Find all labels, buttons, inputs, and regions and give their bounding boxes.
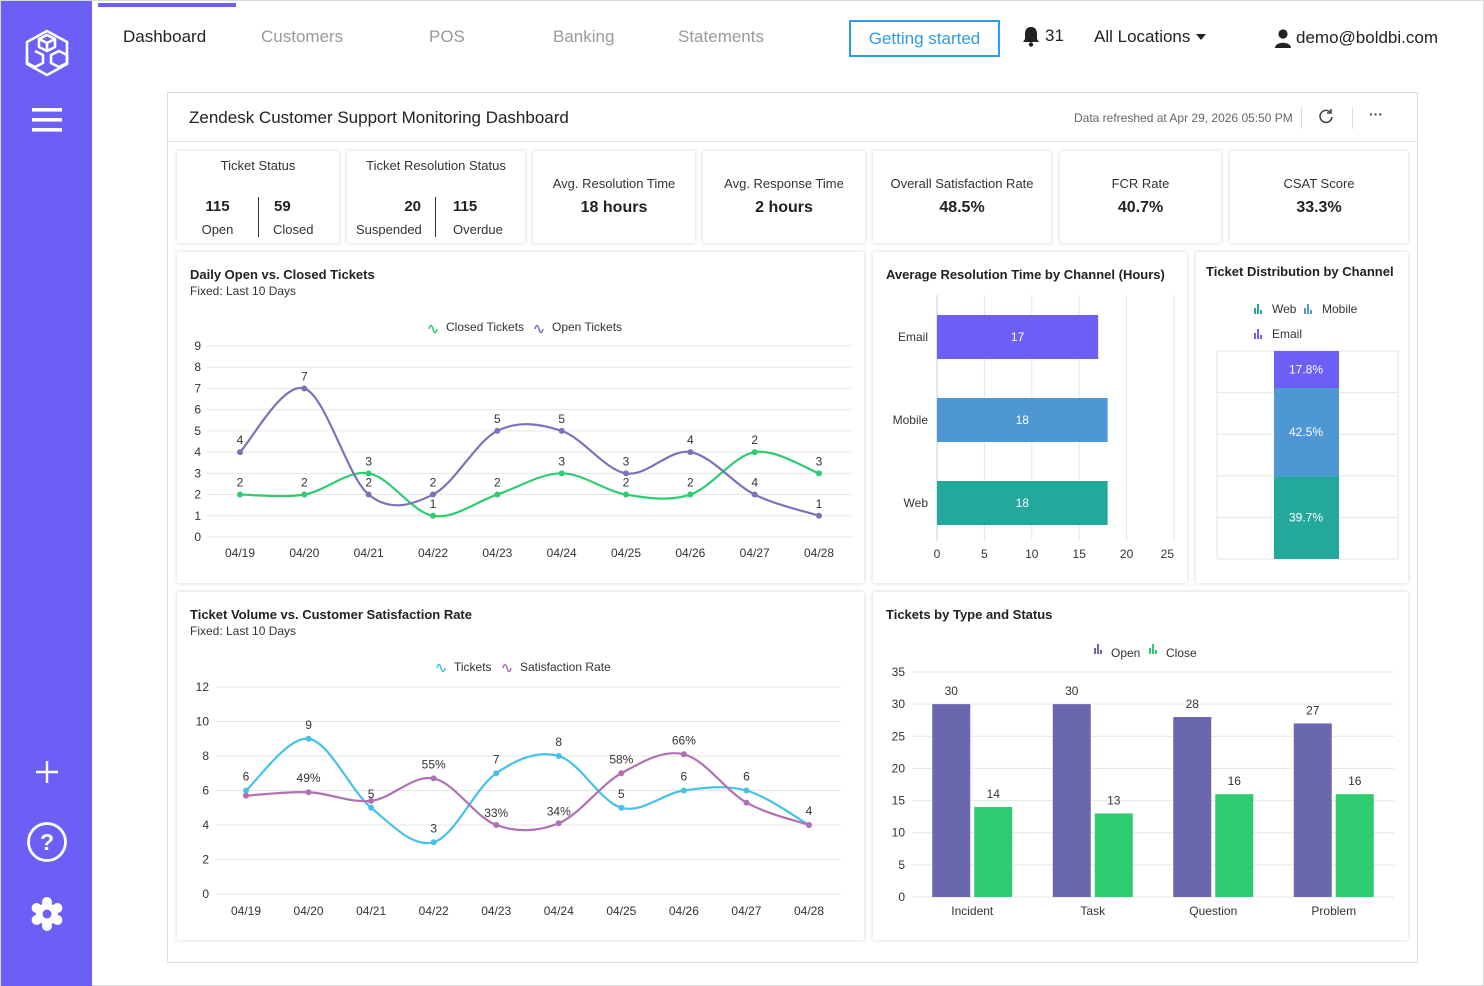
kpi-title: Avg. Response Time — [724, 176, 844, 191]
kpi-overdue-label: Overdue — [453, 222, 503, 237]
getting-started-button[interactable]: Getting started — [849, 20, 1000, 57]
chart-title: Daily Open vs. Closed Tickets — [190, 267, 375, 282]
kpi-suspended-label: Suspended — [356, 222, 422, 237]
kpi-ticket-status: Ticket Status 115 Open 59 Closed — [177, 151, 339, 243]
kpi-closed-label: Closed — [273, 222, 314, 237]
daily-tickets-card: Daily Open vs. Closed Tickets Fixed: Las… — [177, 252, 864, 583]
chart-title: Average Resolution Time by Channel (Hour… — [886, 267, 1165, 282]
dashboard-header — [168, 93, 1417, 142]
distribution-card: Ticket Distribution by Channel — [1196, 252, 1408, 583]
kpi-avg-resolution-time: Avg. Resolution Time 18 hours — [533, 151, 695, 243]
dashboard-title: Zendesk Customer Support Monitoring Dash… — [189, 108, 569, 127]
chart-subtitle: Fixed: Last 10 Days — [190, 284, 297, 298]
notifications-button[interactable]: 31 — [1021, 25, 1064, 47]
kpi-csat-score: CSAT Score 33.3% — [1230, 151, 1408, 243]
refresh-timestamp: Data refreshed at Apr 29, 2026 05:50 PM — [1074, 111, 1293, 125]
location-label: All Locations — [1094, 27, 1191, 46]
kpi-suspended-value: 20 — [404, 198, 421, 215]
kpi-closed-value: 59 — [274, 198, 291, 215]
help-icon[interactable]: ? — [1, 819, 92, 865]
kpi-title: Ticket Resolution Status — [366, 158, 506, 173]
chart-subtitle: Fixed: Last 10 Days — [190, 624, 297, 638]
kpi-value: 18 hours — [580, 199, 648, 216]
kpi-open-value: 115 — [205, 198, 230, 215]
tab-dashboard[interactable]: Dashboard — [123, 27, 207, 46]
notification-count: 31 — [1045, 26, 1064, 45]
kpi-title: CSAT Score — [1283, 176, 1355, 191]
menu-icon[interactable] — [1, 105, 92, 135]
add-icon[interactable] — [1, 756, 92, 788]
active-tab-indicator — [98, 3, 236, 7]
kpi-open-label: Open — [201, 222, 234, 237]
sidebar: ? — [1, 1, 92, 986]
tab-customers[interactable]: Customers — [261, 27, 344, 46]
kpi-title: FCR Rate — [1111, 176, 1170, 191]
kpi-title: Avg. Resolution Time — [552, 176, 676, 191]
chart-title: Ticket Distribution by Channel — [1206, 264, 1394, 279]
kpi-avg-response-time: Avg. Response Time 2 hours — [703, 151, 865, 243]
kpi-value: 2 hours — [755, 199, 813, 216]
kpi-value: 40.7% — [1117, 199, 1164, 216]
chevron-down-icon — [1196, 34, 1207, 40]
tab-pos[interactable]: POS — [429, 27, 465, 46]
more-options-icon[interactable]: ··· — [1369, 106, 1383, 122]
location-dropdown[interactable]: All Locations — [1094, 27, 1208, 47]
kpi-overdue-value: 115 — [453, 198, 478, 215]
kpi-satisfaction-rate: Overall Satisfaction Rate 48.5% — [873, 151, 1051, 243]
avg-resolution-card: Average Resolution Time by Channel (Hour… — [873, 252, 1187, 583]
kpi-fcr-rate: FCR Rate 40.7% — [1060, 151, 1221, 243]
user-icon — [1275, 29, 1291, 48]
kpi-title: Ticket Status — [220, 158, 296, 173]
bell-icon — [1023, 27, 1039, 47]
logo-icon[interactable] — [1, 23, 92, 83]
user-email: demo@boldbi.com — [1296, 28, 1438, 47]
tab-banking[interactable]: Banking — [553, 27, 615, 46]
tab-statements[interactable]: Statements — [678, 27, 764, 46]
types-card: Tickets by Type and Status — [873, 592, 1408, 940]
chart-title: Tickets by Type and Status — [886, 607, 1053, 622]
kpi-value: 33.3% — [1296, 199, 1342, 216]
kpi-title: Overall Satisfaction Rate — [890, 176, 1034, 191]
volume-card: Ticket Volume vs. Customer Satisfaction … — [177, 592, 864, 940]
kpi-resolution-status: Ticket Resolution Status 20 Suspended 11… — [347, 151, 525, 243]
settings-gear-icon[interactable] — [1, 895, 92, 933]
svg-text:?: ? — [39, 829, 53, 855]
kpi-value: 48.5% — [939, 199, 985, 216]
chart-title: Ticket Volume vs. Customer Satisfaction … — [190, 607, 472, 622]
refresh-icon[interactable] — [1316, 106, 1336, 126]
user-menu[interactable]: demo@boldbi.com — [1275, 28, 1438, 48]
